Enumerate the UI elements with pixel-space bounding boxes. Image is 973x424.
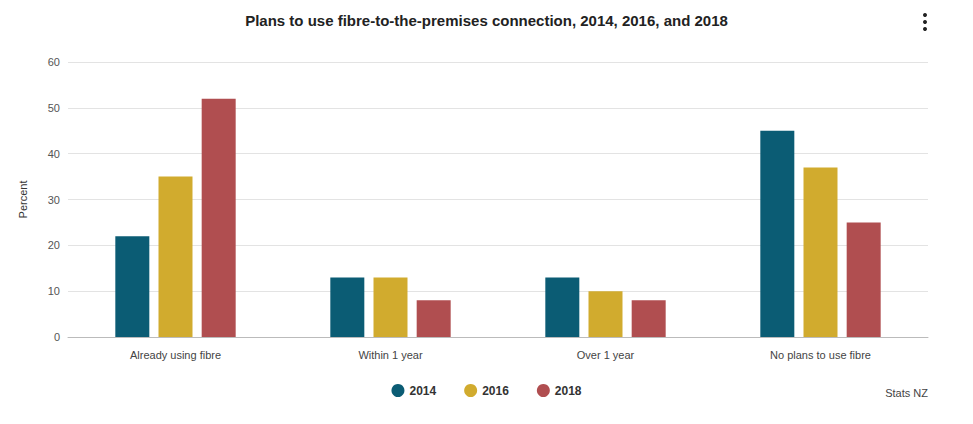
svg-text:Percent: Percent bbox=[17, 181, 29, 219]
svg-text:Within 1 year: Within 1 year bbox=[358, 349, 423, 361]
svg-text:2018: 2018 bbox=[555, 384, 582, 398]
svg-text:Plans to use fibre-to-the-prem: Plans to use fibre-to-the-premises conne… bbox=[245, 12, 728, 29]
svg-text:10: 10 bbox=[48, 285, 60, 297]
svg-text:2014: 2014 bbox=[409, 384, 436, 398]
svg-text:0: 0 bbox=[54, 331, 60, 343]
svg-text:Over 1 year: Over 1 year bbox=[577, 349, 635, 361]
svg-text:Stats NZ: Stats NZ bbox=[885, 387, 928, 399]
svg-text:2016: 2016 bbox=[482, 384, 509, 398]
svg-text:30: 30 bbox=[48, 194, 60, 206]
svg-text:No plans to use fibre: No plans to use fibre bbox=[770, 349, 871, 361]
svg-text:20: 20 bbox=[48, 239, 60, 251]
svg-text:50: 50 bbox=[48, 102, 60, 114]
svg-text:Already using fibre: Already using fibre bbox=[130, 349, 221, 361]
svg-text:60: 60 bbox=[48, 56, 60, 68]
svg-text:40: 40 bbox=[48, 148, 60, 160]
